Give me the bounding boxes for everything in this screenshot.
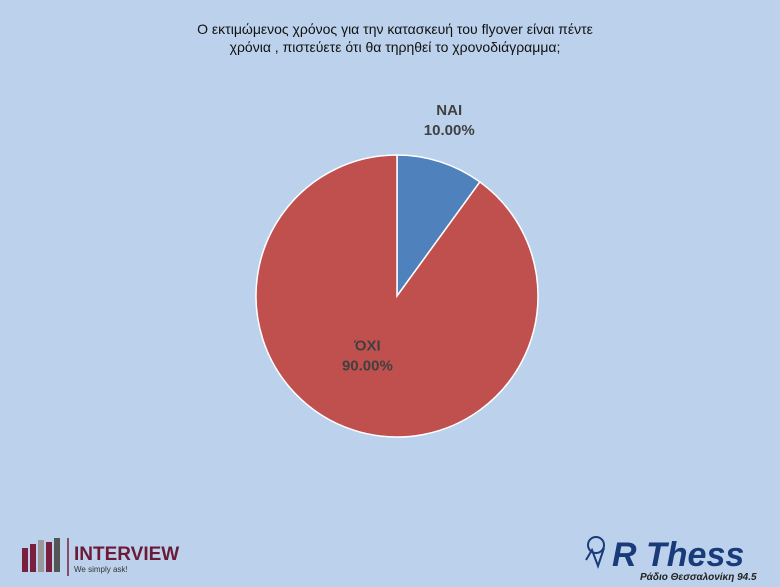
pie-slice <box>396 154 481 299</box>
interview-logo: INTERVIEW We simply ask! <box>22 538 179 576</box>
pie-slice <box>255 154 539 438</box>
slice-value-label: 10.00% <box>424 122 475 139</box>
slice-label: ΌΧΙ <box>353 337 381 354</box>
brand-name: R Thess <box>612 536 744 574</box>
rthess-logo: R Thess Ράδιο Θεσσαλονίκη 94.5 <box>585 536 757 583</box>
slice-value-label: 90.00% <box>342 357 393 374</box>
brand-name: INTERVIEW <box>74 544 179 565</box>
slice-label: ΝΑΙ <box>436 102 462 119</box>
brand-slogan: We simply ask! <box>74 565 128 574</box>
chart-title: Ο εκτιμώμενος χρόνος για την κατασκευή τ… <box>197 21 593 55</box>
brand-subtitle: Ράδιο Θεσσαλονίκη 94.5 <box>640 572 757 583</box>
